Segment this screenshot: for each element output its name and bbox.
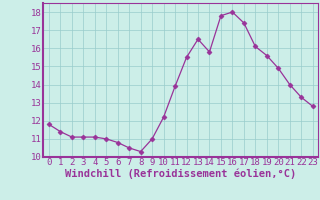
X-axis label: Windchill (Refroidissement éolien,°C): Windchill (Refroidissement éolien,°C) [65,169,296,179]
